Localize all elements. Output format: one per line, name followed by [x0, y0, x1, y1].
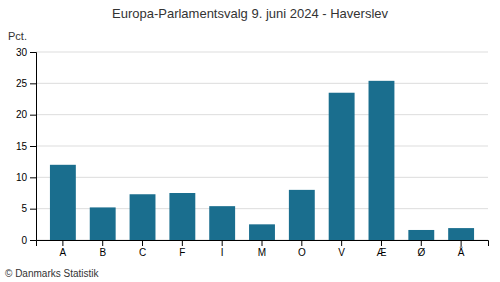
tick-label: 30 — [16, 47, 28, 58]
y-axis: 0 5 10 15 20 25 30 — [16, 47, 37, 246]
tick-mark — [30, 146, 36, 147]
bar — [90, 207, 116, 240]
tick-label: 15 — [16, 141, 28, 152]
y-tick: 5 — [21, 203, 36, 214]
x-tick: Å — [458, 240, 465, 258]
tick-mark — [30, 209, 36, 210]
tick-label: C — [139, 247, 146, 258]
tick-label: I — [221, 247, 224, 258]
x-tick: C — [139, 240, 146, 258]
tick-mark — [142, 240, 143, 246]
tick-mark — [301, 240, 302, 246]
x-tick: O — [298, 240, 306, 258]
y-tick: 10 — [16, 172, 36, 183]
y-axis-label: Pct. — [8, 30, 27, 42]
x-tick: Æ — [376, 240, 386, 258]
bar — [329, 93, 355, 240]
tick-label: 5 — [21, 203, 27, 214]
grid — [36, 52, 488, 240]
chart: Europa-Parlamentsvalg 9. juni 2024 - Hav… — [0, 0, 500, 282]
x-tick: V — [338, 240, 345, 258]
tick-mark — [30, 240, 36, 241]
tick-label: 0 — [21, 235, 27, 246]
tick-label: Å — [458, 246, 465, 258]
tick-label: 20 — [16, 109, 28, 120]
tick-mark — [262, 240, 263, 246]
tick-label: F — [179, 247, 185, 258]
axis-domain — [37, 241, 489, 247]
y-tick: 0 — [21, 235, 36, 246]
grid-line — [36, 83, 488, 84]
grid-line — [36, 177, 488, 178]
y-tick: 30 — [16, 47, 36, 58]
bar — [209, 206, 235, 240]
tick-label: 10 — [16, 172, 28, 183]
tick-label: Ø — [417, 247, 425, 258]
bar — [289, 190, 315, 240]
bar — [50, 165, 76, 240]
x-tick: F — [179, 240, 185, 258]
axis-domain — [30, 53, 37, 241]
tick-label: Æ — [376, 247, 386, 258]
footer: © Danmarks Statistik — [5, 268, 100, 279]
bar — [369, 81, 395, 240]
bar — [169, 193, 195, 240]
tick-mark — [421, 240, 422, 246]
tick-mark — [62, 240, 63, 246]
y-tick: 15 — [16, 141, 36, 152]
tick-mark — [461, 240, 462, 246]
tick-mark — [222, 240, 223, 246]
tick-label: A — [60, 247, 67, 258]
tick-label: O — [298, 247, 306, 258]
grid-line — [36, 52, 488, 53]
marks — [50, 81, 474, 240]
grid-line — [36, 146, 488, 147]
tick-label: B — [99, 247, 106, 258]
x-tick: M — [258, 240, 266, 258]
tick-mark — [30, 115, 36, 116]
x-tick: Ø — [417, 240, 425, 258]
bar — [408, 230, 434, 240]
tick-mark — [182, 240, 183, 246]
x-tick: I — [221, 240, 224, 258]
tick-mark — [30, 83, 36, 84]
tick-label: 25 — [16, 78, 28, 89]
x-tick: A — [60, 240, 67, 258]
tick-label: V — [338, 247, 345, 258]
tick-mark — [30, 177, 36, 178]
y-tick: 20 — [16, 109, 36, 120]
bar — [249, 224, 275, 240]
title: Europa-Parlamentsvalg 9. juni 2024 - Hav… — [112, 6, 389, 21]
x-axis: ABCFIMOVÆØÅ — [37, 240, 489, 258]
bar — [130, 194, 156, 240]
tick-mark — [341, 240, 342, 246]
tick-label: M — [258, 247, 266, 258]
x-tick: B — [99, 240, 106, 258]
tick-mark — [381, 240, 382, 246]
tick-mark — [102, 240, 103, 246]
bar — [448, 228, 474, 240]
y-tick: 25 — [16, 78, 36, 89]
tick-mark — [30, 52, 36, 53]
plot-area: 0 5 10 15 20 25 30 A B C F I M O V Æ Ø Å — [16, 47, 489, 258]
grid-line — [36, 114, 488, 115]
